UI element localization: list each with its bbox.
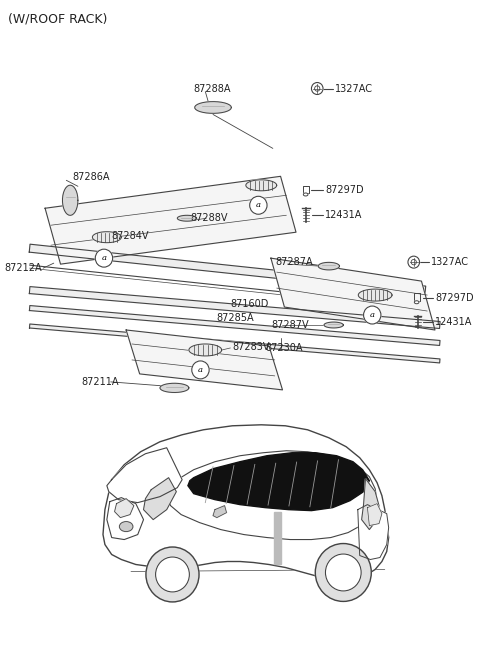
Polygon shape <box>93 232 121 243</box>
Text: 87284V: 87284V <box>112 231 149 241</box>
Polygon shape <box>177 215 197 221</box>
Ellipse shape <box>120 522 133 531</box>
Polygon shape <box>160 383 189 392</box>
Polygon shape <box>45 176 296 264</box>
Text: 12431A: 12431A <box>435 317 472 327</box>
Polygon shape <box>115 499 134 518</box>
Polygon shape <box>318 262 339 270</box>
Text: 87297D: 87297D <box>435 293 474 303</box>
Polygon shape <box>29 244 426 294</box>
Circle shape <box>408 256 420 268</box>
Text: 87288A: 87288A <box>194 83 231 94</box>
Text: 12431A: 12431A <box>325 210 362 220</box>
Polygon shape <box>213 506 227 518</box>
Circle shape <box>312 83 323 94</box>
Text: (W/ROOF RACK): (W/ROOF RACK) <box>9 12 108 25</box>
Polygon shape <box>367 504 382 525</box>
Circle shape <box>192 361 209 379</box>
Polygon shape <box>324 322 343 328</box>
Text: 87160D: 87160D <box>230 299 269 309</box>
Text: a: a <box>198 366 203 374</box>
Polygon shape <box>103 425 389 581</box>
Polygon shape <box>246 180 276 191</box>
Text: 87285A: 87285A <box>217 313 254 323</box>
Polygon shape <box>29 306 440 346</box>
Polygon shape <box>107 448 182 502</box>
Ellipse shape <box>156 557 190 592</box>
Circle shape <box>363 306 381 324</box>
Polygon shape <box>361 479 379 529</box>
Polygon shape <box>358 289 392 301</box>
Ellipse shape <box>146 547 199 602</box>
Ellipse shape <box>303 193 308 196</box>
Text: 87288V: 87288V <box>191 213 228 223</box>
Text: a: a <box>256 201 261 209</box>
Polygon shape <box>144 478 176 520</box>
Ellipse shape <box>315 544 372 602</box>
Polygon shape <box>271 258 435 330</box>
Text: 87211A: 87211A <box>82 377 119 387</box>
Polygon shape <box>29 324 440 363</box>
Text: a: a <box>370 311 375 319</box>
Text: 87287V: 87287V <box>271 320 309 330</box>
Polygon shape <box>29 287 440 329</box>
Circle shape <box>250 196 267 215</box>
Polygon shape <box>188 453 369 510</box>
Polygon shape <box>62 185 78 215</box>
Text: 87230A: 87230A <box>265 343 302 353</box>
Ellipse shape <box>325 554 361 591</box>
Text: 87212A: 87212A <box>4 263 42 273</box>
Polygon shape <box>195 102 231 113</box>
Polygon shape <box>126 330 283 390</box>
Polygon shape <box>358 504 389 560</box>
Polygon shape <box>107 498 144 539</box>
Polygon shape <box>189 344 222 356</box>
Text: 1327AC: 1327AC <box>335 83 372 94</box>
Text: 87286A: 87286A <box>72 173 109 182</box>
Text: a: a <box>101 254 107 262</box>
Text: 87283V: 87283V <box>232 342 270 352</box>
Ellipse shape <box>414 300 419 304</box>
Text: 87297D: 87297D <box>325 185 363 195</box>
Polygon shape <box>168 451 377 539</box>
Circle shape <box>95 249 113 267</box>
Polygon shape <box>274 512 281 565</box>
Text: 1327AC: 1327AC <box>431 257 469 267</box>
Text: 87287A: 87287A <box>276 257 313 267</box>
